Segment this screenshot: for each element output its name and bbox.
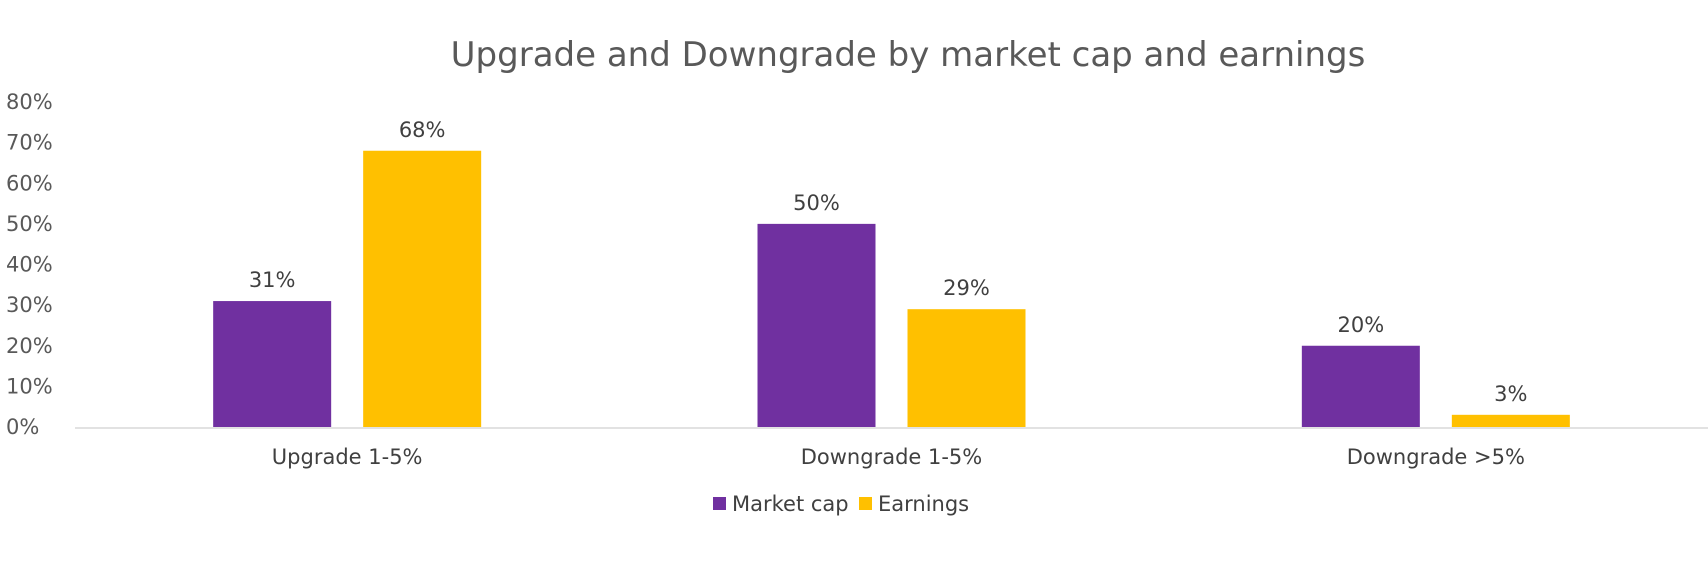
data-label: 31% [249,268,296,292]
bar-earnings [363,150,482,427]
bars [213,150,1570,427]
legend-swatch-market-cap [713,497,726,510]
legend-label: Earnings [878,492,969,516]
data-label: 50% [793,191,840,215]
data-label: 68% [399,118,446,142]
category-label: Downgrade 1-5% [801,445,983,469]
y-tick-label: 60% [6,171,53,195]
y-tick-label: 0% [6,415,39,439]
y-tick-label: 30% [6,293,53,317]
bar-earnings [907,309,1026,427]
y-tick-label: 80% [6,90,53,114]
y-tick-label: 20% [6,334,53,358]
category-label: Upgrade 1-5% [272,445,423,469]
chart-title: Upgrade and Downgrade by market cap and … [451,35,1366,75]
x-axis-category-labels: Upgrade 1-5% Downgrade 1-5% Downgrade >5% [272,445,1525,469]
legend-swatch-earnings [859,497,872,510]
legend-label: Market cap [732,492,849,516]
bar-market-cap [1301,345,1420,427]
y-axis-tick-labels: 0% 10% 20% 30% 40% 50% 60% 70% 80% [6,90,53,439]
legend: Market cap Earnings [713,492,969,516]
bar-market-cap [757,223,876,427]
data-label: 3% [1494,382,1527,406]
y-tick-label: 70% [6,131,53,155]
y-tick-label: 10% [6,374,53,398]
y-tick-label: 40% [6,253,53,277]
y-tick-label: 50% [6,212,53,236]
bar-market-cap [213,301,332,427]
bar-earnings [1451,414,1570,427]
data-label: 29% [943,276,990,300]
category-label: Downgrade >5% [1347,445,1525,469]
data-label: 20% [1337,313,1384,337]
data-labels: 31% 68% 50% 29% 20% 3% [249,118,1528,406]
